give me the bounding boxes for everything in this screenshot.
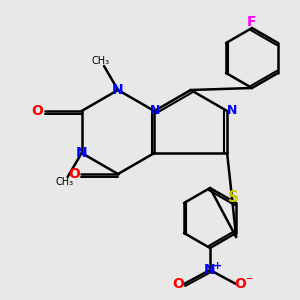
Text: ⁻: ⁻ bbox=[245, 274, 253, 288]
Text: O: O bbox=[68, 167, 80, 181]
Text: N: N bbox=[227, 104, 237, 118]
Text: +: + bbox=[212, 261, 222, 271]
Text: CH₃: CH₃ bbox=[56, 177, 74, 187]
Text: N: N bbox=[150, 103, 161, 116]
Text: O: O bbox=[234, 277, 246, 291]
Text: N: N bbox=[76, 146, 87, 160]
Text: S: S bbox=[228, 190, 238, 206]
Text: O: O bbox=[32, 104, 44, 118]
Text: O: O bbox=[172, 277, 184, 291]
Text: CH₃: CH₃ bbox=[92, 56, 110, 66]
Text: N: N bbox=[112, 83, 124, 97]
Text: N: N bbox=[204, 263, 216, 277]
Text: F: F bbox=[247, 15, 257, 29]
